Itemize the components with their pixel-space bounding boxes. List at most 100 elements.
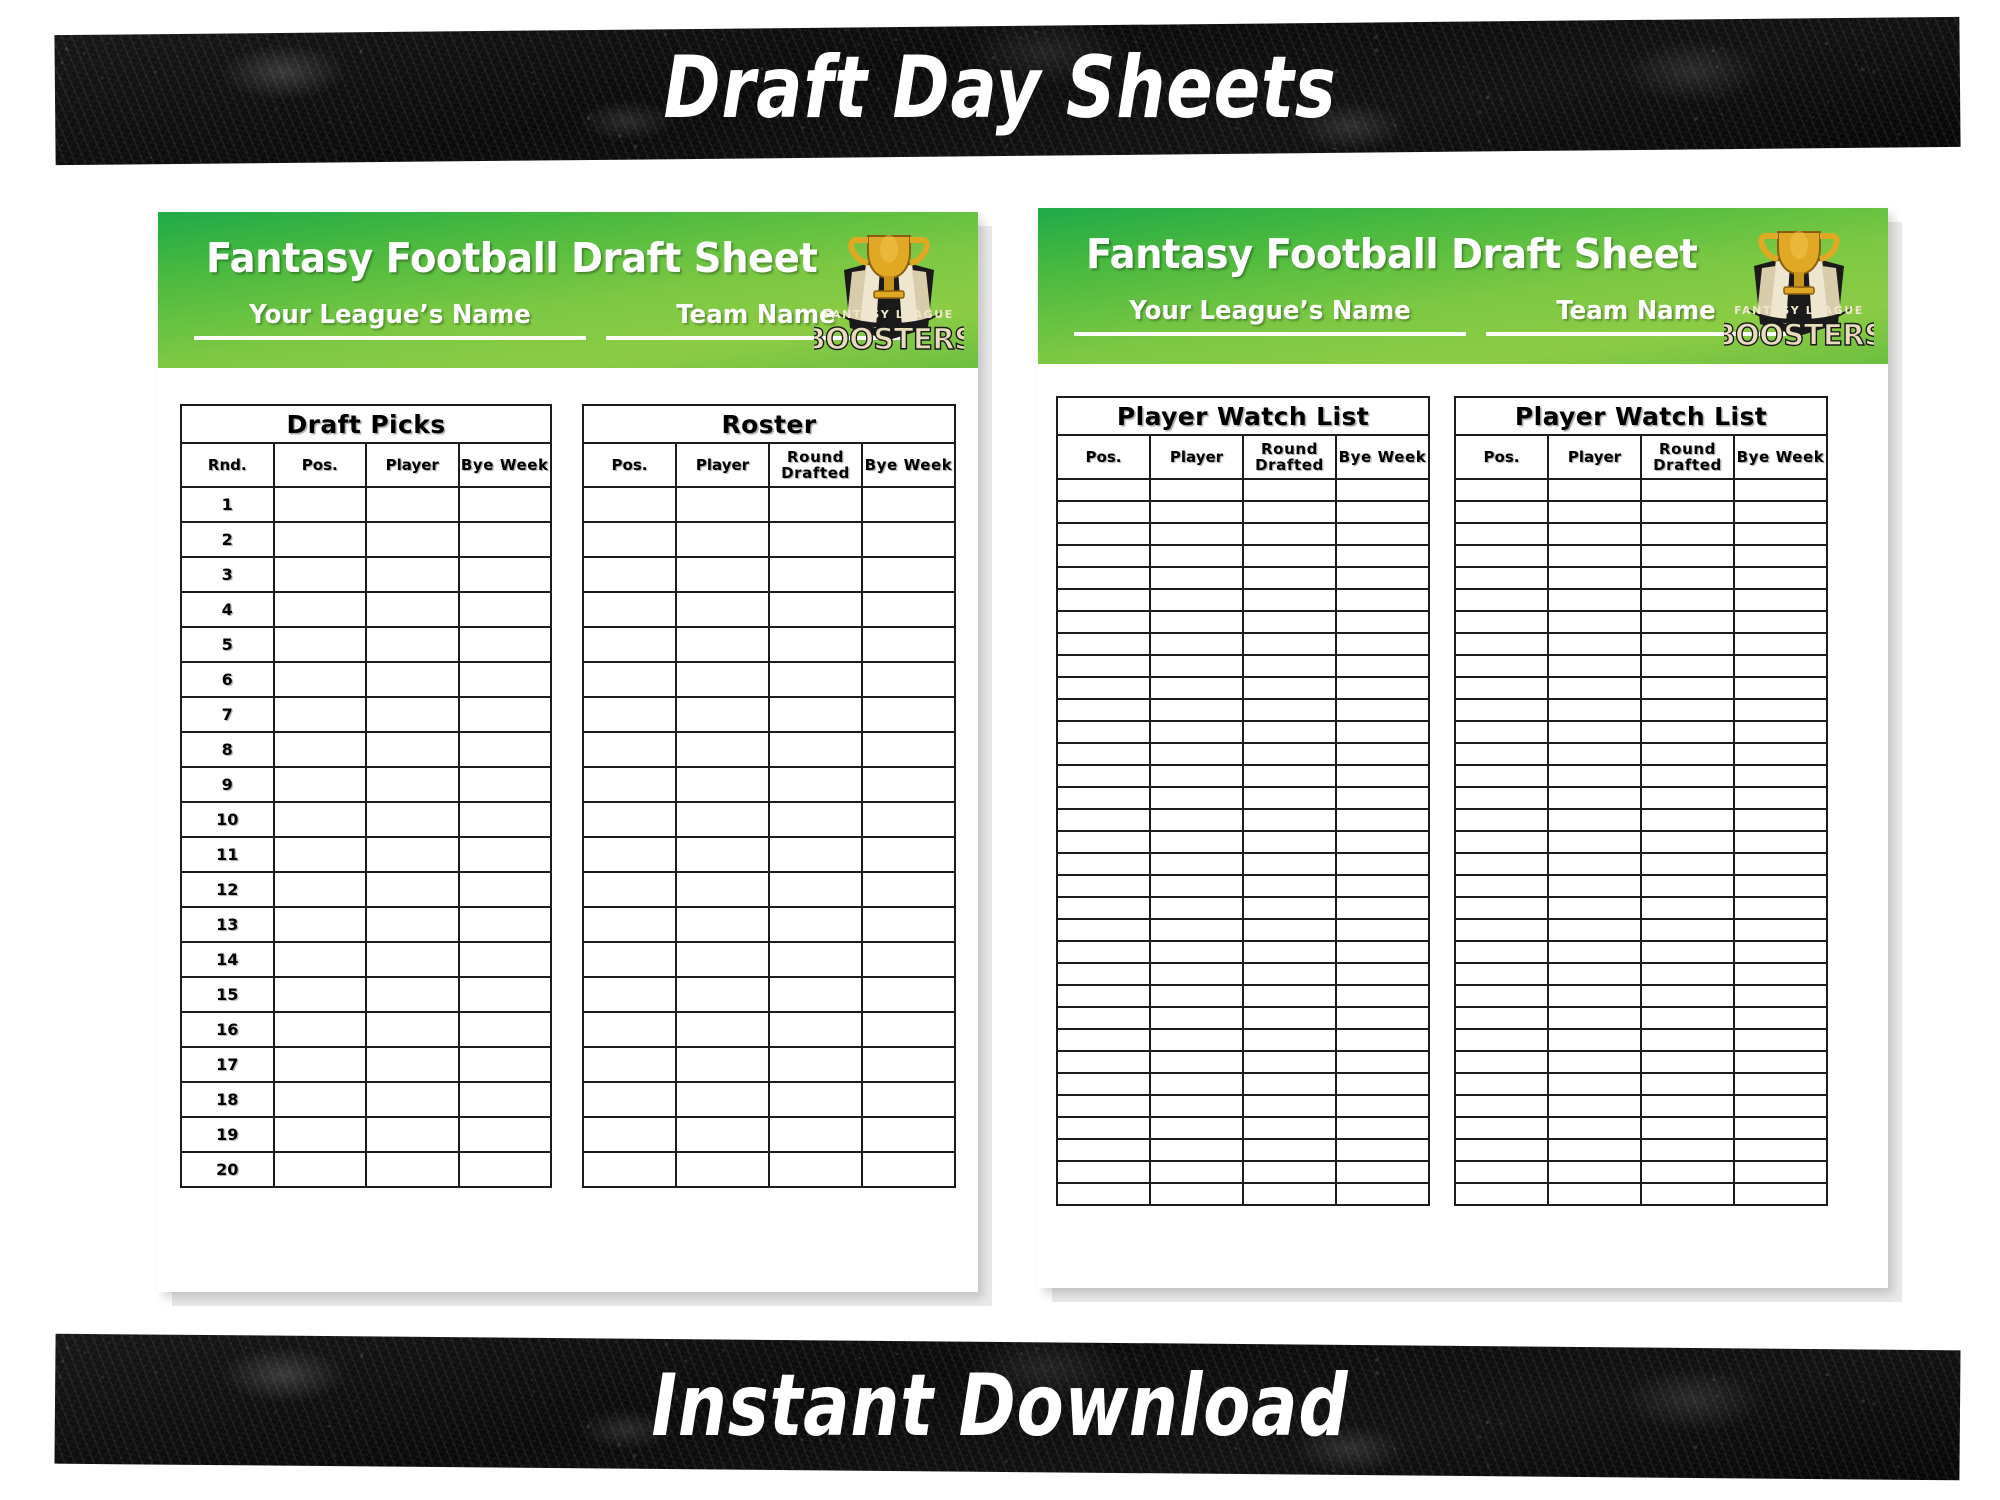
entry-cell[interactable] bbox=[365, 801, 460, 838]
table-row[interactable] bbox=[582, 556, 956, 593]
entry-cell[interactable] bbox=[1640, 720, 1735, 744]
entry-cell[interactable] bbox=[1242, 566, 1337, 590]
entry-cell[interactable] bbox=[1733, 1006, 1828, 1030]
entry-cell[interactable] bbox=[1335, 500, 1430, 524]
entry-cell[interactable] bbox=[272, 836, 367, 873]
table-row[interactable] bbox=[582, 591, 956, 628]
league-name-field-left[interactable]: Your League’s Name bbox=[194, 300, 586, 340]
entry-cell[interactable] bbox=[365, 766, 460, 803]
entry-cell[interactable] bbox=[1547, 478, 1642, 502]
team-name-field-left[interactable]: Team Name bbox=[606, 300, 906, 340]
entry-cell[interactable] bbox=[768, 1151, 863, 1188]
entry-cell[interactable] bbox=[1733, 1160, 1828, 1184]
entry-cell[interactable] bbox=[1149, 610, 1244, 634]
entry-cell[interactable] bbox=[1547, 1094, 1642, 1118]
entry-cell[interactable] bbox=[1242, 698, 1337, 722]
table-row[interactable] bbox=[582, 626, 956, 663]
entry-cell[interactable] bbox=[1149, 1116, 1244, 1140]
entry-cell[interactable] bbox=[1733, 544, 1828, 568]
entry-cell[interactable] bbox=[1640, 874, 1735, 898]
entry-cell[interactable] bbox=[1335, 632, 1430, 656]
entry-cell[interactable] bbox=[1547, 852, 1642, 876]
entry-cell[interactable] bbox=[1547, 1182, 1642, 1206]
table-row[interactable]: 18 bbox=[180, 1081, 552, 1118]
entry-cell[interactable] bbox=[1640, 940, 1735, 964]
entry-cell[interactable] bbox=[1149, 962, 1244, 986]
entry-cell[interactable] bbox=[457, 906, 552, 943]
entry-cell[interactable] bbox=[365, 941, 460, 978]
entry-cell[interactable] bbox=[675, 1081, 770, 1118]
entry-cell[interactable] bbox=[1454, 874, 1549, 898]
entry-cell[interactable] bbox=[457, 1081, 552, 1118]
table-row[interactable] bbox=[1454, 852, 1828, 876]
table-row[interactable] bbox=[1056, 632, 1430, 656]
entry-cell[interactable] bbox=[1335, 852, 1430, 876]
entry-cell[interactable] bbox=[768, 1046, 863, 1083]
entry-cell[interactable] bbox=[582, 521, 677, 558]
entry-cell[interactable] bbox=[582, 1081, 677, 1118]
entry-cell[interactable] bbox=[457, 941, 552, 978]
table-row[interactable] bbox=[1056, 1006, 1430, 1030]
entry-cell[interactable] bbox=[768, 1011, 863, 1048]
entry-cell[interactable] bbox=[1056, 1116, 1151, 1140]
table-row[interactable]: 20 bbox=[180, 1151, 552, 1188]
entry-cell[interactable] bbox=[1640, 544, 1735, 568]
entry-cell[interactable] bbox=[1056, 940, 1151, 964]
entry-cell[interactable] bbox=[1733, 500, 1828, 524]
entry-cell[interactable] bbox=[1056, 544, 1151, 568]
entry-cell[interactable] bbox=[1056, 610, 1151, 634]
table-row[interactable] bbox=[1454, 566, 1828, 590]
entry-cell[interactable] bbox=[1335, 742, 1430, 766]
entry-cell[interactable] bbox=[1547, 676, 1642, 700]
entry-cell[interactable] bbox=[1454, 478, 1549, 502]
entry-cell[interactable] bbox=[1149, 742, 1244, 766]
entry-cell[interactable] bbox=[1335, 962, 1430, 986]
table-row[interactable] bbox=[1454, 830, 1828, 854]
entry-cell[interactable] bbox=[457, 521, 552, 558]
entry-cell[interactable] bbox=[457, 766, 552, 803]
entry-cell[interactable] bbox=[1056, 1028, 1151, 1052]
entry-cell[interactable] bbox=[1640, 764, 1735, 788]
table-row[interactable] bbox=[1454, 676, 1828, 700]
entry-cell[interactable] bbox=[365, 696, 460, 733]
entry-cell[interactable] bbox=[861, 836, 956, 873]
table-row[interactable] bbox=[1056, 1094, 1430, 1118]
table-row[interactable] bbox=[1454, 544, 1828, 568]
table-row[interactable] bbox=[1454, 1094, 1828, 1118]
entry-cell[interactable] bbox=[1335, 720, 1430, 744]
entry-cell[interactable] bbox=[582, 591, 677, 628]
entry-cell[interactable] bbox=[1454, 720, 1549, 744]
entry-cell[interactable] bbox=[1242, 940, 1337, 964]
table-row[interactable] bbox=[1454, 632, 1828, 656]
entry-cell[interactable] bbox=[1242, 1094, 1337, 1118]
entry-cell[interactable] bbox=[1242, 918, 1337, 942]
table-row[interactable] bbox=[1454, 896, 1828, 920]
entry-cell[interactable] bbox=[1640, 1006, 1735, 1030]
entry-cell[interactable] bbox=[675, 486, 770, 523]
entry-cell[interactable] bbox=[1242, 1138, 1337, 1162]
entry-cell[interactable] bbox=[1733, 1182, 1828, 1206]
entry-cell[interactable] bbox=[1733, 764, 1828, 788]
entry-cell[interactable] bbox=[861, 486, 956, 523]
table-row[interactable] bbox=[1056, 896, 1430, 920]
entry-cell[interactable] bbox=[768, 801, 863, 838]
entry-cell[interactable] bbox=[1547, 1006, 1642, 1030]
table-row[interactable] bbox=[1056, 852, 1430, 876]
table-row[interactable] bbox=[1056, 1160, 1430, 1184]
entry-cell[interactable] bbox=[365, 661, 460, 698]
entry-cell[interactable] bbox=[768, 696, 863, 733]
entry-cell[interactable] bbox=[1242, 676, 1337, 700]
entry-cell[interactable] bbox=[1733, 676, 1828, 700]
entry-cell[interactable] bbox=[768, 1116, 863, 1153]
entry-cell[interactable] bbox=[582, 626, 677, 663]
entry-cell[interactable] bbox=[768, 731, 863, 768]
table-row[interactable] bbox=[1454, 588, 1828, 612]
entry-cell[interactable] bbox=[1335, 1094, 1430, 1118]
draft-sheet-left[interactable]: Fantasy Football Draft Sheet Your League… bbox=[158, 212, 978, 1292]
entry-cell[interactable] bbox=[768, 906, 863, 943]
entry-cell[interactable] bbox=[1454, 830, 1549, 854]
entry-cell[interactable] bbox=[1335, 654, 1430, 678]
entry-cell[interactable] bbox=[457, 1046, 552, 1083]
entry-cell[interactable] bbox=[1640, 500, 1735, 524]
entry-cell[interactable] bbox=[768, 1081, 863, 1118]
